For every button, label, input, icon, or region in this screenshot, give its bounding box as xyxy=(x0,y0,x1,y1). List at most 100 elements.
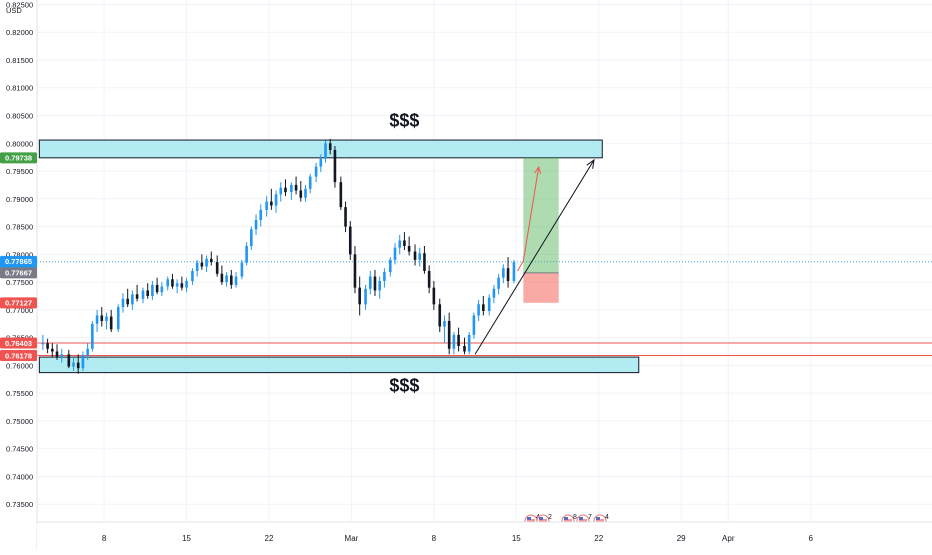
event-flag-stripes xyxy=(527,519,535,523)
y-tick-label: 0.74500 xyxy=(6,445,33,454)
candle xyxy=(344,201,347,233)
candle xyxy=(443,315,446,344)
candle xyxy=(185,277,188,293)
event-flag-canton xyxy=(539,517,543,520)
stop-zone xyxy=(523,272,559,303)
candle xyxy=(452,332,456,355)
candle-body xyxy=(185,280,188,288)
candle-body xyxy=(55,351,59,358)
event-count: 2 xyxy=(548,514,552,521)
candle xyxy=(55,344,59,360)
trend-arrow-head xyxy=(586,158,595,169)
candle-body xyxy=(100,315,104,321)
candle-body xyxy=(457,334,460,346)
candle-body xyxy=(398,240,402,248)
candle-body xyxy=(265,201,268,210)
candle xyxy=(234,272,238,288)
annotation-text: $$$ xyxy=(389,376,419,396)
candle xyxy=(304,184,307,202)
price-badge: 0.76403 xyxy=(0,337,37,349)
candle xyxy=(46,338,49,354)
candle xyxy=(220,265,224,285)
candle-body xyxy=(328,143,332,150)
candle xyxy=(155,277,159,295)
candle xyxy=(191,268,194,285)
candle xyxy=(215,255,219,277)
candle xyxy=(86,343,89,360)
price-badge-value: 0.76403 xyxy=(5,339,32,348)
currency-label: USD xyxy=(6,6,22,15)
event-flag-canton xyxy=(564,517,568,520)
x-tick-label: 8 xyxy=(432,534,437,543)
x-tick-label: 22 xyxy=(265,534,274,543)
candle-body xyxy=(220,273,224,283)
liquidity-zone xyxy=(38,356,640,374)
candle xyxy=(497,273,500,295)
candle-body xyxy=(76,362,80,369)
candle xyxy=(324,140,327,163)
candle xyxy=(512,259,516,284)
candle xyxy=(259,204,263,227)
event-count: 8 xyxy=(573,514,577,521)
y-tick-label: 0.79500 xyxy=(6,167,33,176)
candle-body xyxy=(155,284,159,293)
candle xyxy=(100,307,104,327)
candle-body xyxy=(166,279,170,287)
y-tick-label: 0.76000 xyxy=(6,361,33,370)
y-tick-label: 0.73500 xyxy=(6,500,33,509)
candle xyxy=(364,284,367,310)
candle-body xyxy=(215,262,219,274)
time-axis-panel[interactable] xyxy=(37,522,932,550)
candle-body xyxy=(482,304,485,311)
projection-arrow-start xyxy=(517,260,524,272)
trend-arrow-line xyxy=(474,159,595,355)
candle-body xyxy=(463,345,466,352)
candle-body xyxy=(383,272,386,281)
candle-body xyxy=(353,254,357,288)
event-flag-stripes xyxy=(539,519,547,523)
candle-body xyxy=(191,270,194,281)
candle-body xyxy=(41,343,45,345)
candle xyxy=(467,332,471,355)
candle xyxy=(126,288,129,308)
candle xyxy=(135,284,139,302)
candle xyxy=(308,173,312,194)
candle xyxy=(121,293,125,313)
price-badge-bg xyxy=(0,267,37,279)
candle-body xyxy=(175,283,179,287)
candle xyxy=(457,327,460,352)
price-badge-value: 0.76178 xyxy=(5,351,32,360)
candle-body xyxy=(497,277,500,289)
x-tick-label: 22 xyxy=(594,534,603,543)
candle xyxy=(438,298,442,333)
candle-body xyxy=(95,315,99,324)
candle-body xyxy=(254,219,258,230)
y-tick-label: 0.75000 xyxy=(6,417,33,426)
candle xyxy=(403,232,406,250)
candle xyxy=(141,287,145,304)
candle-body xyxy=(200,262,204,267)
candle xyxy=(299,181,303,202)
candle-body xyxy=(121,298,125,308)
candle xyxy=(109,309,113,333)
candle-body xyxy=(290,184,293,193)
candle-body xyxy=(60,354,64,358)
y-tick-label: 0.75500 xyxy=(6,389,33,398)
candle xyxy=(348,221,352,260)
candle-body xyxy=(502,268,505,278)
candle xyxy=(358,276,361,316)
y-tick-label: 0.78500 xyxy=(6,223,33,232)
candle xyxy=(319,154,323,173)
candle xyxy=(398,234,402,255)
price-badge-bg xyxy=(0,350,37,362)
candle-body xyxy=(432,287,436,305)
price-badge-value: 0.77865 xyxy=(5,257,32,266)
candle-body xyxy=(225,275,228,283)
price-badge: 0.77127 xyxy=(0,297,37,309)
candle-body xyxy=(279,187,283,195)
event-flag-stripes xyxy=(596,519,604,523)
candle xyxy=(250,226,253,250)
event-flag-stripes xyxy=(564,519,572,523)
